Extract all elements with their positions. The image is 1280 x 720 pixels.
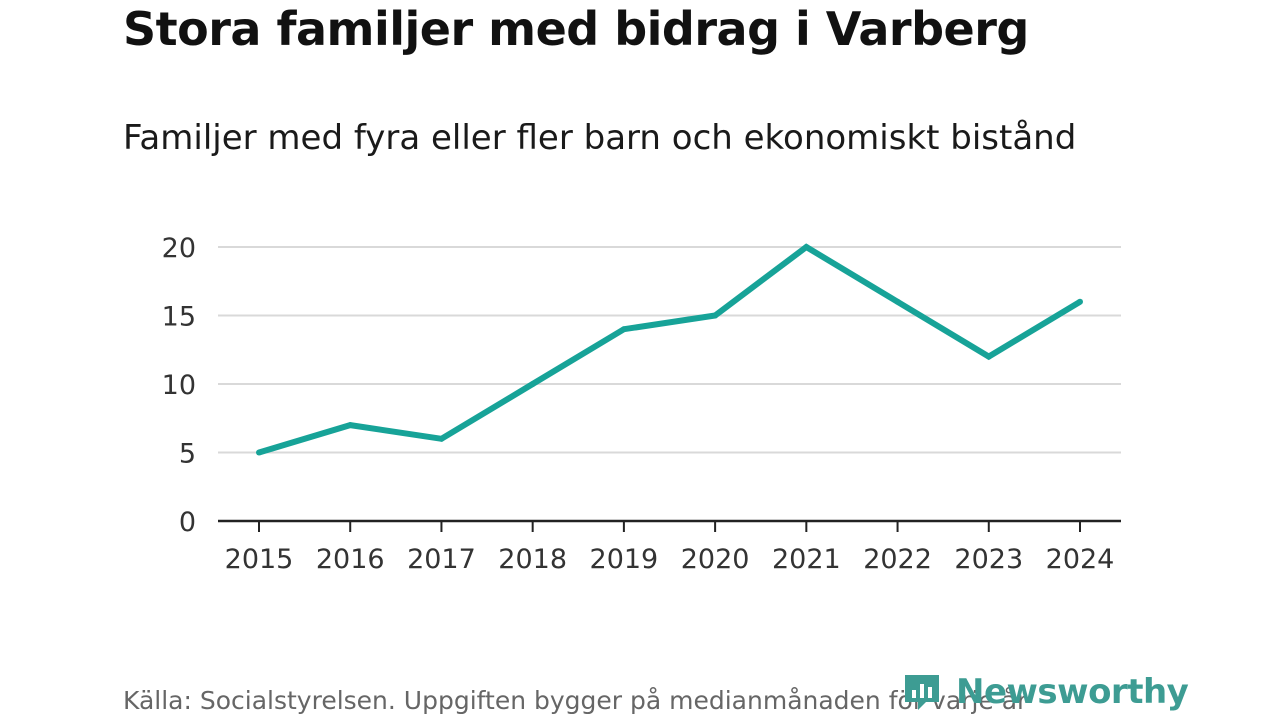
data-point-2020 bbox=[712, 312, 719, 319]
x-tick-label: 2023 bbox=[954, 544, 1023, 575]
data-point-2015 bbox=[256, 449, 262, 456]
brand-name: Newsworthy bbox=[956, 672, 1189, 712]
data-point-2016 bbox=[347, 422, 354, 429]
chart-subtitle: Familjer med fyra eller fler barn och ek… bbox=[123, 118, 1077, 158]
x-tick-label: 2019 bbox=[590, 544, 659, 575]
data-point-2019 bbox=[620, 326, 627, 333]
grid-layer bbox=[218, 246, 1121, 454]
newsworthy-logo-icon bbox=[905, 675, 939, 710]
x-tick-label: 2022 bbox=[863, 544, 932, 575]
series-line bbox=[258, 243, 1082, 456]
data-point-2023 bbox=[985, 353, 992, 360]
x-tick-label: 2020 bbox=[681, 544, 750, 575]
x-tick-label: 2021 bbox=[772, 544, 841, 575]
source-note: Källa: Socialstyrelsen. Uppgiften bygger… bbox=[123, 686, 1028, 715]
x-tick-label: 2015 bbox=[225, 544, 294, 575]
y-tick-label: 5 bbox=[179, 439, 196, 470]
x-tick-label: 2018 bbox=[498, 544, 567, 575]
data-point-2022 bbox=[894, 298, 901, 305]
line-chart: 0 5 10 15 20 2015 2016 2017 2018 2019 2020 2021 2022… bbox=[162, 233, 1121, 575]
data-point-2017 bbox=[438, 435, 445, 442]
series-layer bbox=[256, 243, 1083, 456]
axis-layer: 0 5 10 15 20 2015 2016 2017 2018 2019 2020 2021 2022… bbox=[162, 233, 1121, 575]
chart-title: Stora familjer med bidrag i Varberg bbox=[123, 2, 1029, 56]
y-tick-label: 0 bbox=[179, 507, 196, 538]
data-point-2021 bbox=[803, 244, 810, 250]
data-point-2024 bbox=[1077, 298, 1083, 305]
y-tick-label: 20 bbox=[162, 233, 196, 264]
y-tick-label: 15 bbox=[162, 302, 196, 333]
newsworthy-logo: Newsworthy bbox=[902, 670, 1189, 714]
data-point-2018 bbox=[529, 381, 536, 387]
x-tick-label: 2024 bbox=[1046, 544, 1115, 575]
y-tick-label: 10 bbox=[162, 370, 196, 401]
x-tick-label: 2016 bbox=[316, 544, 385, 575]
x-tick-label: 2017 bbox=[407, 544, 476, 575]
